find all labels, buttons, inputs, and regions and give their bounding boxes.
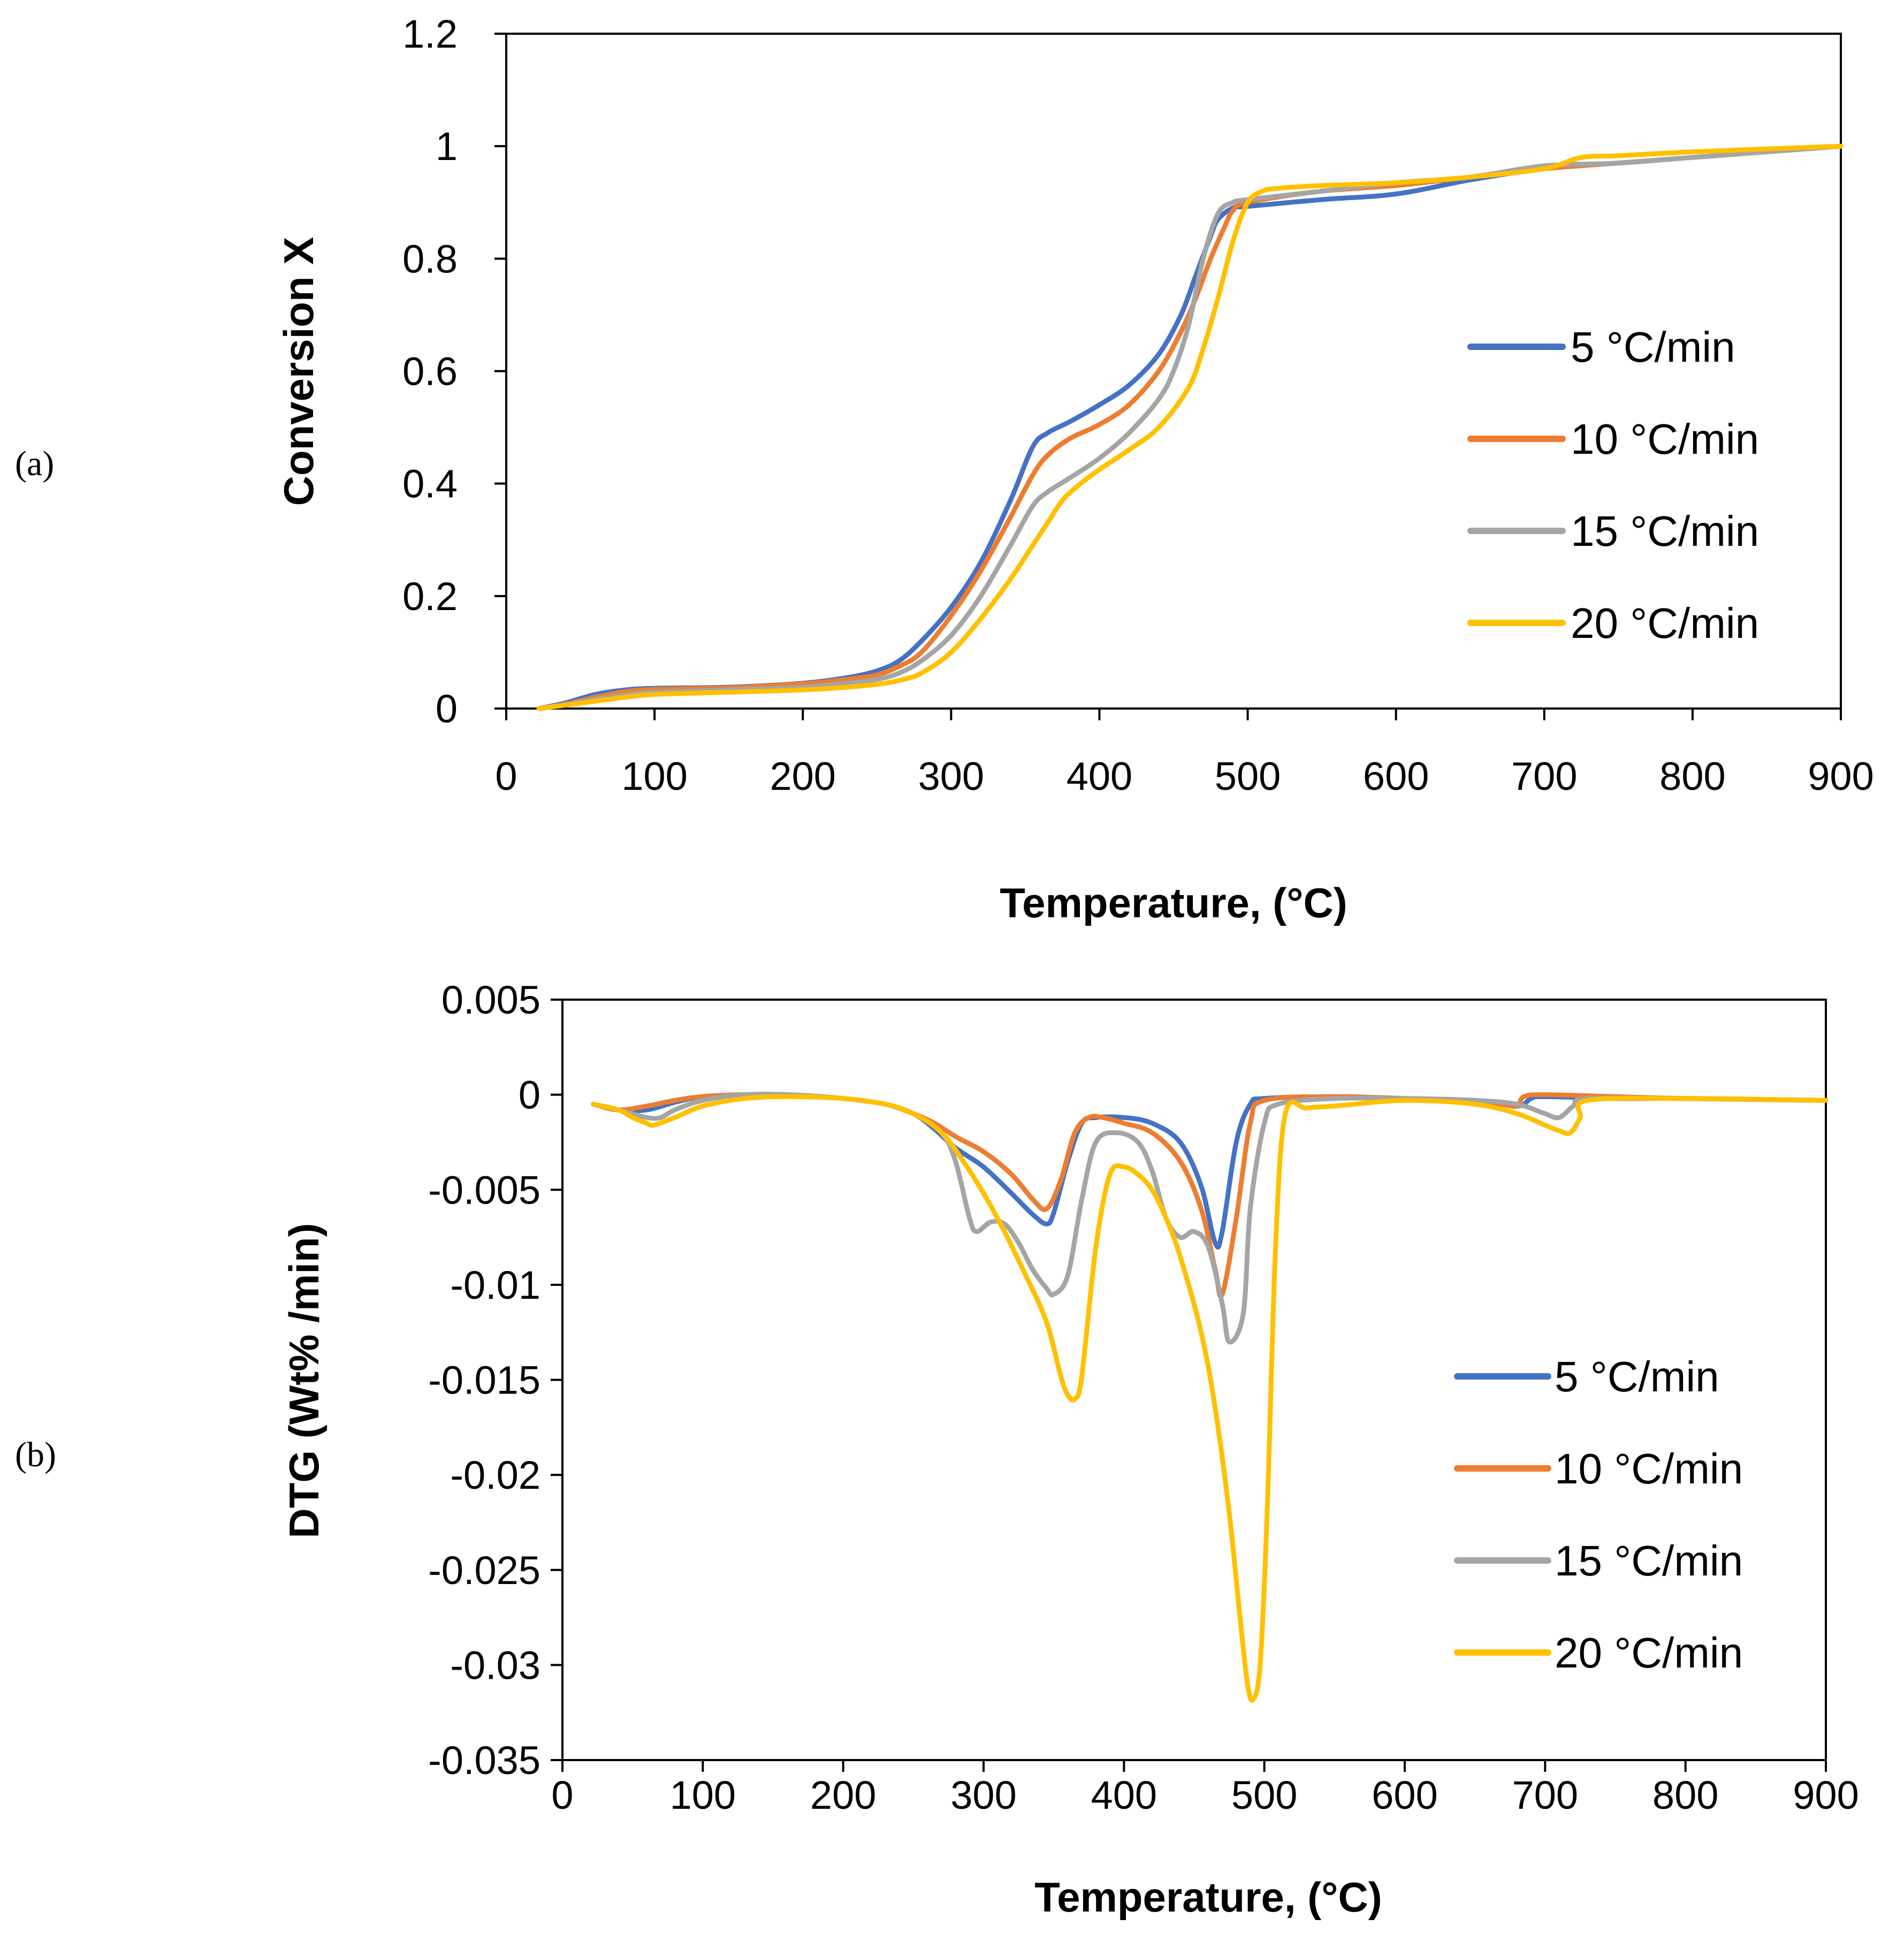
legend-label: 5 °C/min	[1555, 1353, 1719, 1400]
y-axis-ticks-b: 0.005 0 -0.005 -0.01 -0.015 -0.02 -0.025 -0.03 -…	[428, 978, 562, 1783]
series-group-a	[536, 143, 1844, 711]
y-axis-ticks-a: 0 0.2 0.4 0.6 0.8 1 1.2	[402, 12, 506, 731]
y-tick-label: 1.2	[402, 12, 458, 56]
y-tick-label: -0.01	[450, 1263, 540, 1307]
x-tick-label: 900	[1808, 754, 1873, 798]
x-tick-label: 400	[1091, 1773, 1157, 1817]
x-tick-label: 900	[1793, 1773, 1859, 1817]
x-tick-label: 800	[1652, 1773, 1718, 1817]
x-tick-label: 100	[621, 754, 687, 798]
x-axis-title-b: Temperature, (°C)	[1034, 1874, 1382, 1921]
x-tick-label: 200	[810, 1773, 876, 1817]
series-line-5-c-min	[591, 1092, 1829, 1250]
y-tick-label: 0.4	[402, 462, 458, 506]
x-tick-label: 400	[1067, 754, 1132, 798]
y-tick-label: 0	[519, 1073, 540, 1117]
y-tick-label: 0.2	[402, 574, 458, 619]
legend-label: 20 °C/min	[1555, 1629, 1743, 1677]
x-tick-label: 200	[770, 754, 835, 798]
y-tick-label: -0.005	[428, 1168, 540, 1212]
x-tick-label: 600	[1363, 754, 1429, 798]
x-tick-label: 0	[551, 1773, 573, 1817]
legend-label: 10 °C/min	[1571, 415, 1759, 463]
panel-label-b: (b)	[15, 1435, 56, 1474]
y-tick-label: -0.015	[428, 1358, 540, 1403]
x-axis-ticks-b: 0 100 200 300 400 500 600 700 800 900	[551, 1760, 1859, 1817]
legend-label: 15 °C/min	[1555, 1537, 1743, 1585]
x-tick-label: 300	[918, 754, 984, 798]
series-line-20-c-min	[536, 143, 1844, 711]
y-tick-label: -0.02	[450, 1453, 540, 1497]
x-tick-label: 100	[670, 1773, 736, 1817]
y-tick-label: 0.005	[441, 978, 540, 1022]
x-tick-label: 800	[1659, 754, 1725, 798]
x-tick-label: 0	[495, 754, 517, 798]
x-tick-label: 700	[1511, 754, 1577, 798]
legend-label: 5 °C/min	[1571, 323, 1735, 371]
legend-label: 20 °C/min	[1571, 599, 1759, 647]
y-tick-label: -0.035	[428, 1738, 540, 1783]
x-tick-label: 500	[1215, 754, 1281, 798]
y-axis-title-a: Conversion X	[275, 237, 322, 506]
x-axis-ticks-a: 0 100 200 300 400 500 600 700 800 900	[495, 709, 1874, 798]
y-tick-label: 0.8	[402, 237, 458, 281]
legend-label: 15 °C/min	[1571, 507, 1759, 555]
y-tick-label: 0	[436, 687, 458, 731]
y-axis-title-b: DTG (Wt% /min)	[280, 1223, 328, 1538]
x-tick-label: 600	[1372, 1773, 1437, 1817]
series-group-b	[591, 1091, 1829, 1703]
y-tick-label: 0.6	[402, 349, 458, 394]
y-tick-label: -0.03	[450, 1643, 540, 1687]
x-tick-label: 500	[1231, 1773, 1297, 1817]
legend-label: 10 °C/min	[1555, 1445, 1743, 1493]
x-tick-label: 300	[950, 1773, 1016, 1817]
series-line-20-c-min	[591, 1094, 1829, 1703]
x-tick-label: 700	[1512, 1773, 1578, 1817]
y-tick-label: -0.025	[428, 1548, 540, 1593]
legend-b: 5 °C/min 10 °C/min 15 °C/min 20 °C/min	[1454, 1353, 1743, 1677]
y-tick-label: 1	[436, 124, 458, 169]
panel-a: (a) 0 100 200 300 400 500 600 700 800 900 0 0.2 0.4…	[15, 12, 1874, 926]
panel-label-a: (a)	[15, 444, 54, 483]
panel-b: (b) 0 100 200 300 400 500 600 700 800 900 0.0050-…	[15, 978, 1859, 1921]
x-axis-title-a: Temperature, (°C)	[1000, 879, 1347, 926]
legend-a: 5 °C/min 10 °C/min 15 °C/min 20 °C/min	[1467, 323, 1759, 647]
series-line-10-c-min	[591, 1092, 1829, 1299]
